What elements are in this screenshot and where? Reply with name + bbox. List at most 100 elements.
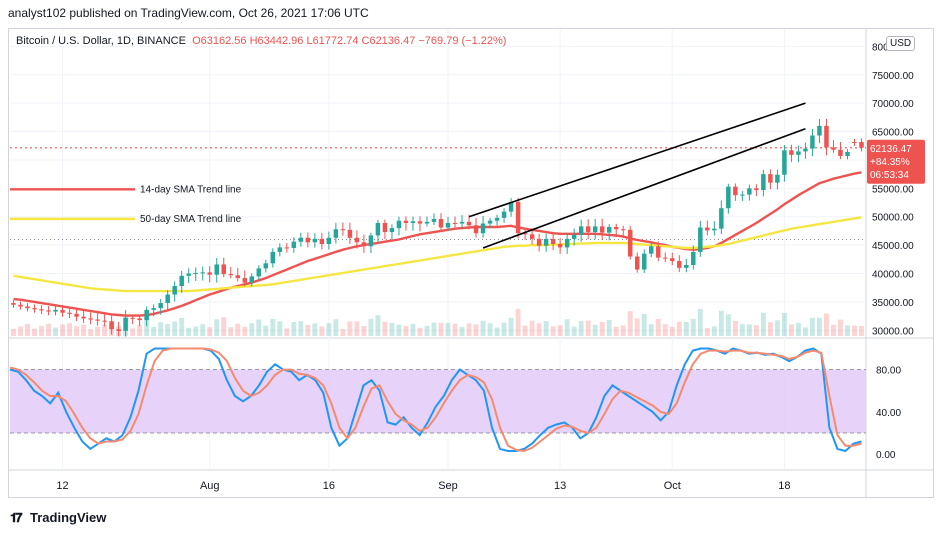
candle-body (270, 251, 276, 264)
candle-body (796, 151, 801, 155)
candle-body (186, 273, 191, 276)
volume-bar (333, 319, 339, 336)
candle-body (312, 238, 318, 243)
candle-body (515, 201, 521, 234)
volume-bar (536, 323, 542, 336)
volume-bar (641, 314, 647, 336)
volume-bar (529, 320, 535, 336)
candle-body (375, 222, 381, 236)
volume-bar (676, 321, 682, 336)
candle-body (803, 148, 808, 152)
candle-body (845, 151, 850, 156)
volume-bar (284, 328, 290, 336)
candle-body (536, 238, 542, 246)
volume-bar (165, 324, 171, 336)
volume-bar (466, 323, 472, 336)
sma14-line (13, 171, 862, 317)
volume-bar (711, 326, 717, 336)
volume-bar (732, 321, 738, 336)
candle-body (789, 150, 794, 155)
volume-bar (368, 318, 374, 336)
volume-bar (39, 326, 44, 336)
stoch-tick-label: 40.00 (876, 408, 901, 419)
candle-body (396, 220, 402, 229)
candle-body (578, 226, 584, 235)
candle-body (719, 208, 724, 229)
candle-body (298, 237, 304, 242)
candle-body (705, 227, 710, 231)
volume-bar (655, 319, 661, 336)
volume-bar (207, 327, 213, 336)
last-price-box (867, 139, 925, 184)
candle-body (501, 211, 507, 218)
volume-bar (256, 319, 262, 336)
logo-text: TradingView (30, 510, 107, 525)
publisher-line: analyst102 published on TradingView.com,… (8, 6, 369, 20)
volume-bar (60, 324, 66, 336)
candle-body (25, 306, 30, 309)
sma14-annotation: 14-day SMA Trend line (140, 184, 242, 195)
candle-body (46, 310, 51, 312)
candle-body (235, 275, 241, 279)
volume-bar (838, 319, 843, 336)
volume-bar (859, 325, 864, 336)
currency-button[interactable]: USD (886, 36, 916, 51)
candle-body (599, 226, 605, 233)
volume-bar (11, 328, 16, 336)
volume-bar (852, 325, 857, 336)
volume-bar (501, 322, 507, 336)
volume-bar (53, 327, 59, 336)
candle-body (354, 237, 360, 243)
volume-bar (592, 324, 598, 336)
volume-bar (298, 321, 304, 336)
volume-bar (445, 323, 451, 336)
volume-bar (809, 317, 815, 336)
volume-bar (319, 326, 325, 336)
candle-body (207, 272, 212, 275)
candle-body (852, 141, 857, 143)
candle-body (431, 219, 437, 222)
volume-bar (746, 324, 752, 336)
candle-body (838, 149, 843, 156)
tv-logo-icon: 𝟏𝟕 (10, 510, 22, 525)
volume-bar (480, 320, 486, 336)
candle-body (677, 261, 682, 268)
volume-bar (277, 321, 283, 336)
candle-body (859, 141, 864, 148)
ohlc-values: O63162.56 H63442.96 L61772.74 C62136.47 … (192, 35, 507, 47)
candle-body (158, 303, 163, 309)
candle-body (487, 220, 493, 224)
candle-body (740, 194, 745, 196)
volume-bar (102, 324, 108, 336)
candle-body (221, 264, 226, 275)
channel-lower-line (482, 127, 806, 249)
volume-bar (831, 324, 836, 336)
volume-bar (557, 325, 563, 336)
tradingview-logo: 𝟏𝟕 TradingView (10, 510, 106, 526)
volume-bar (438, 322, 444, 336)
volume-bar (95, 326, 101, 336)
candle-body (53, 309, 58, 312)
candle-body (810, 135, 815, 149)
candle-body (529, 234, 535, 239)
candle-body (242, 278, 248, 283)
candle-body (522, 233, 528, 235)
candle-body (592, 226, 598, 233)
volume-bar (824, 313, 829, 336)
candle-body (775, 174, 780, 183)
candle-body (340, 229, 346, 231)
volume-bar (263, 325, 269, 336)
candle-body (649, 246, 654, 254)
candle-body (670, 258, 675, 262)
candle-body (691, 251, 696, 266)
volume-bar (291, 322, 297, 336)
candle-body (74, 313, 79, 317)
candle-body (543, 238, 549, 246)
volume-bar (494, 327, 500, 336)
volume-bar (396, 324, 402, 336)
candle-body (200, 272, 205, 274)
price-tick-label: 75000.00 (872, 71, 914, 82)
candle-body (494, 217, 500, 221)
candle-body (663, 257, 668, 259)
